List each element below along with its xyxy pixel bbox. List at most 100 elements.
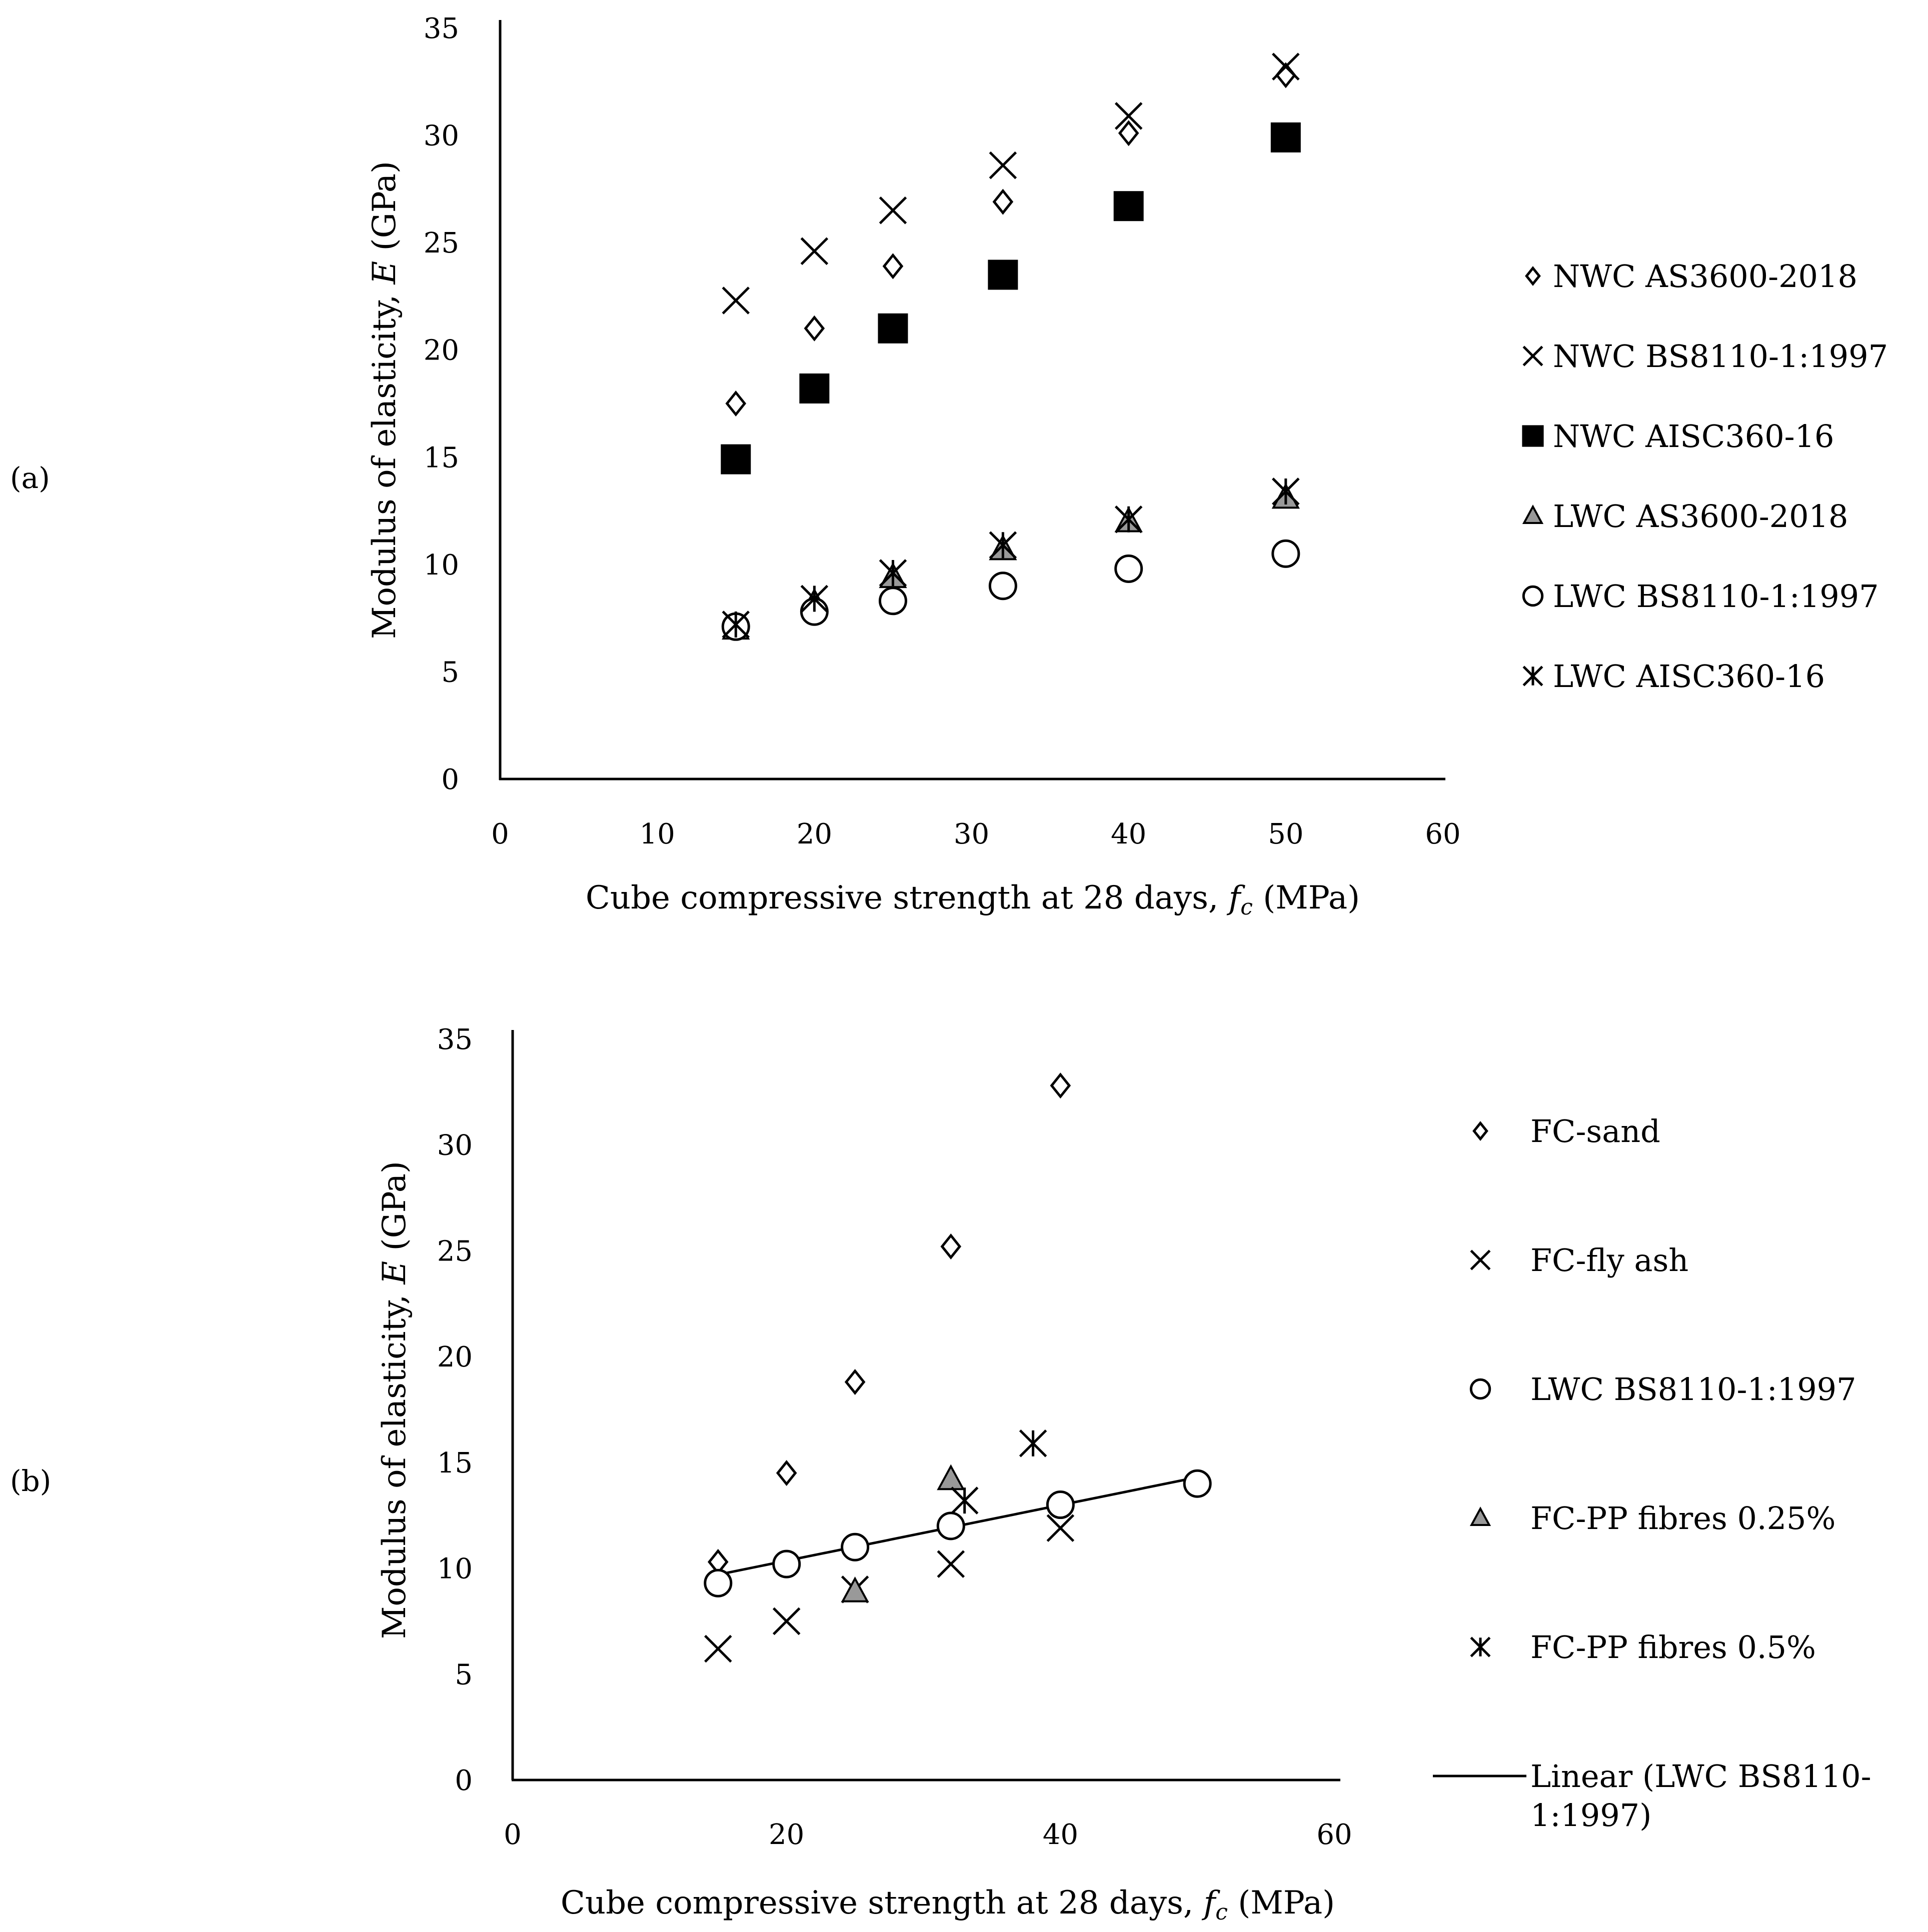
panel-a-x-tick-label-10: 10 [640, 818, 675, 850]
panel-b-point-lwc-bs8110-1-1997-2-shape [841, 1532, 870, 1562]
panel-a-point-nwc-as3600-2018-4 [1118, 120, 1139, 146]
panel-b-point-lwc-bs8110-1-1997-0-shape [704, 1568, 733, 1598]
panel-b-point-fc-fly-ash-1 [772, 1607, 801, 1636]
panel-b-point-fc-fly-ash-4-stroke-2 [1046, 1514, 1075, 1542]
panel-a-point-nwc-as3600-2018-2-shape [882, 253, 904, 280]
panel-b-legend-marker-fc-pp-fibres-0-5 [1470, 1636, 1491, 1658]
panel-a-point-nwc-bs8110-1-1997-4-stroke-2 [1114, 102, 1143, 130]
panel-b-point-fc-sand-2 [844, 1368, 866, 1395]
panel-b-point-lwc-bs8110-1-1997-5-shape [1183, 1469, 1212, 1498]
panel-b-series-fc-pp-fibres-0-5 [950, 1429, 1047, 1514]
panel-b-y-axis-title: Modulus of elasticity, E (GPa) [376, 1161, 413, 1639]
panel-a-legend-marker-lwc-as3600-2018-shape [1522, 504, 1544, 524]
panel-b-point-fc-pp-fibres-0-5-1 [1019, 1429, 1047, 1458]
panel-b-point-lwc-bs8110-1-1997-2 [841, 1532, 870, 1562]
panel-a-point-nwc-as3600-2018-0-shape [725, 390, 747, 417]
panel-label-a: (a) [10, 461, 50, 495]
panel-a-point-lwc-bs8110-1-1997-2 [878, 586, 907, 616]
panel-b-y-tick-label-25: 25 [437, 1235, 473, 1268]
panel-b-point-fc-fly-ash-0 [704, 1634, 732, 1663]
panel-a-tick-labels: 0 5 10 15 20 25 30 35 0 10 20 30 40 50 60 [424, 12, 1461, 850]
panel-a-point-nwc-aisc360-16-3 [988, 260, 1018, 290]
panel-b-legend-label-lwc-bs8110-1-1997: LWC BS8110-1:1997 [1530, 1371, 1856, 1408]
panel-b-point-lwc-bs8110-1-1997-3 [936, 1512, 965, 1540]
panel-a-point-nwc-bs8110-1-1997-5-stroke-2 [1272, 52, 1300, 81]
panel-b-point-lwc-bs8110-1-1997-0 [704, 1568, 733, 1598]
panel-a-legend-marker-lwc-bs8110-1-1997 [1522, 585, 1544, 607]
panel-b-legend-marker-lwc-bs8110-1-1997-shape [1469, 1378, 1491, 1400]
panel-b-data-marks [704, 1072, 1212, 1663]
panel-b-point-fc-sand-2-shape [844, 1368, 866, 1395]
panel-b-legend-label-fc-pp-fibres-0-25: FC-PP fibres 0.25% [1530, 1500, 1835, 1536]
panel-b-point-fc-sand-1-shape [776, 1460, 797, 1486]
panel-a-point-nwc-aisc360-16-4 [1113, 191, 1144, 222]
panel-a-legend-label-lwc-as3600-2018: LWC AS3600-2018 [1553, 498, 1848, 534]
panel-b-series-lwc-bs8110-1-1997 [704, 1469, 1212, 1598]
panel-a-point-nwc-bs8110-1-1997-2 [879, 196, 907, 224]
panel-b-legend-label-trendline-line-1: 1:1997) [1530, 1797, 1651, 1834]
panel-a-point-lwc-bs8110-1-1997-3-shape [988, 572, 1017, 600]
panel-a-point-nwc-aisc360-16-5 [1270, 122, 1301, 152]
panel-a-y-axis-title: Modulus of elasticity, E (GPa) [366, 161, 403, 639]
panel-b-point-fc-pp-fibres-0-5-0 [950, 1486, 979, 1514]
panel-b-point-fc-sand-3 [940, 1233, 962, 1260]
panel-b-point-fc-sand-3-shape [940, 1233, 962, 1260]
panel-a-point-lwc-aisc360-16-4 [1114, 505, 1143, 534]
panel-a-x-tick-label-40: 40 [1111, 818, 1146, 850]
panel-b-y-tick-label-20: 20 [437, 1341, 473, 1374]
panel-a-x-tick-label-50: 50 [1268, 818, 1303, 850]
panel-b-point-fc-fly-ash-3 [937, 1550, 965, 1578]
panel-b-x-tick-label-20: 20 [769, 1818, 804, 1851]
panel-b-legend-marker-fc-pp-fibres-0-25 [1469, 1506, 1491, 1526]
panel-a-point-nwc-as3600-2018-3 [992, 188, 1014, 215]
panel-b-legend-label-trendline-line-0: Linear (LWC BS8110- [1530, 1758, 1871, 1794]
panel-b-legend-marker-fc-pp-fibres-0-25-shape [1469, 1506, 1491, 1526]
panel-b-legend: FC-sand FC-fly ash LWC BS8110-1:1997 FC-PP … [1433, 1113, 1871, 1834]
panel-b-y-tick-label-30: 30 [437, 1130, 473, 1162]
panel-b-legend-label-fc-fly-ash: FC-fly ash [1530, 1242, 1688, 1278]
panel-b-y-tick-label-15: 15 [437, 1447, 473, 1480]
panel-a-legend-label-nwc-as3600-2018: NWC AS3600-2018 [1553, 258, 1857, 294]
panel-a-y-tick-label-5: 5 [441, 656, 459, 688]
panel-a-point-nwc-bs8110-1-1997-1 [800, 237, 829, 266]
panel-a-x-axis-title: Cube compressive strength at 28 days, fc… [586, 880, 1360, 920]
panel-b-point-fc-pp-fibres-0-25-1 [937, 1464, 965, 1490]
panel-a-y-tick-label-15: 15 [424, 442, 459, 474]
panel-b-point-lwc-bs8110-1-1997-4-shape [1046, 1490, 1075, 1520]
panel-a-x-tick-label-60: 60 [1425, 818, 1460, 850]
panel-a-axes [499, 20, 1445, 780]
panel-a-y-tick-label-10: 10 [424, 549, 459, 582]
panel-a-point-nwc-bs8110-1-1997-0 [722, 286, 750, 314]
panel-a-series-nwc-bs8110-1-1997 [722, 52, 1300, 314]
panel-a-x-tick-label-20: 20 [797, 818, 832, 850]
panel-a-point-nwc-aisc360-16-2-shape [878, 313, 908, 344]
panel-b-y-tick-label-5: 5 [455, 1658, 473, 1691]
panel-a-legend-marker-nwc-bs8110-1-1997 [1522, 346, 1543, 366]
panel-a-point-nwc-bs8110-1-1997-1-stroke-2 [800, 237, 829, 266]
panel-b-axes [511, 1030, 1340, 1782]
panel-b-y-tick-label-0: 0 [455, 1764, 473, 1797]
panel-a-series-nwc-as3600-2018 [725, 62, 1296, 417]
panel-a-point-nwc-as3600-2018-3-shape [992, 188, 1014, 215]
panel-a-x-tick-label-30: 30 [954, 818, 989, 850]
panel-a-point-nwc-aisc360-16-4-shape [1113, 191, 1144, 222]
panel-b-legend-label-fc-sand: FC-sand [1530, 1113, 1660, 1150]
panel-b-legend-label-fc-pp-fibres-0-5: FC-PP fibres 0.5% [1530, 1629, 1816, 1666]
panel-a-series-lwc-aisc360-16 [722, 478, 1300, 638]
panel-a-point-lwc-bs8110-1-1997-5 [1271, 539, 1300, 568]
panel-a-y-tick-label-0: 0 [441, 764, 459, 796]
panel-b-point-fc-fly-ash-3-stroke-2 [937, 1550, 965, 1578]
panel-b-point-fc-sand-4 [1050, 1072, 1071, 1099]
panel-a-point-nwc-aisc360-16-5-shape [1270, 122, 1301, 152]
panel-b-point-fc-fly-ash-0-stroke-2 [704, 1634, 732, 1663]
panel-a-point-nwc-as3600-2018-4-shape [1118, 120, 1139, 146]
panel-b-series-fc-pp-fibres-0-25 [841, 1464, 965, 1602]
panel-a-point-nwc-bs8110-1-1997-5 [1272, 52, 1300, 81]
panel-b-point-lwc-bs8110-1-1997-3-shape [936, 1512, 965, 1540]
panel-b-x-axis-title: Cube compressive strength at 28 days, fc… [561, 1884, 1335, 1925]
panel-b-point-fc-sand-1 [776, 1460, 797, 1486]
panel-a-x-tick-label-0: 0 [491, 818, 509, 850]
panel-a-point-lwc-aisc360-16-5 [1272, 478, 1300, 506]
